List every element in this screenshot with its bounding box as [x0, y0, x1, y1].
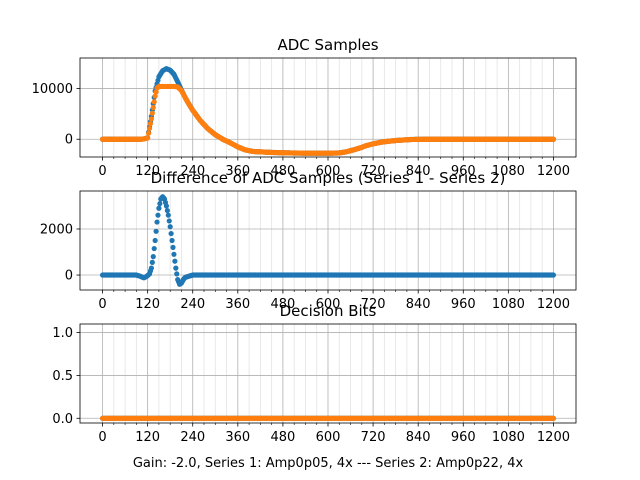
y-tick-label: 1.0 [52, 326, 73, 341]
data-point [171, 251, 177, 257]
x-tick-label: 840 [406, 164, 431, 179]
data-point [153, 89, 159, 95]
series-2 [99, 83, 557, 156]
x-tick-label: 360 [225, 297, 250, 312]
data-point [173, 265, 179, 271]
x-tick-label: 1080 [492, 164, 525, 179]
data-point [153, 228, 159, 234]
x-tick-label: 120 [135, 164, 160, 179]
x-tick-label: 0 [98, 430, 106, 445]
data-point [157, 201, 163, 207]
x-tick-label: 1200 [537, 164, 570, 179]
y-tick-label: 0.5 [52, 369, 73, 384]
x-tick-label: 600 [316, 164, 341, 179]
data-point [165, 212, 171, 218]
x-tick-label: 960 [451, 430, 476, 445]
data-point [152, 237, 158, 244]
data-point [156, 205, 162, 211]
data-point [149, 110, 155, 116]
data-point [550, 272, 557, 278]
data-point [150, 254, 156, 260]
data-point [163, 203, 170, 209]
data-point [172, 258, 178, 264]
x-tick-label: 480 [270, 430, 295, 445]
y-tick-label: 2000 [40, 222, 73, 237]
x-tick-label: 1200 [537, 430, 570, 445]
x-tick-label: 480 [270, 297, 295, 312]
x-tick-label: 0 [98, 164, 106, 179]
subplot-title: Decision Bits [280, 302, 377, 320]
x-tick-label: 360 [225, 164, 250, 179]
series-2 [99, 415, 557, 421]
data-point [164, 207, 170, 214]
data-point [148, 116, 154, 122]
x-tick-label: 480 [270, 164, 295, 179]
data-point [170, 244, 176, 251]
x-tick-label: 720 [361, 164, 386, 179]
data-point [154, 219, 160, 225]
data-point [145, 135, 151, 141]
subplot-1: 0 120 240 360 480 600 720 840 960 1080 1200 0 10000 A… [32, 36, 577, 179]
data-point [168, 230, 174, 237]
x-tick-label: 240 [180, 297, 205, 312]
x-tick-label: 840 [406, 430, 431, 445]
data-point [550, 136, 557, 142]
figure-xlabel: Gain: -2.0, Series 1: Amp0p05, 4x --- Se… [133, 456, 524, 471]
x-tick-label: 360 [225, 430, 250, 445]
data-point [148, 265, 154, 271]
x-tick-label: 120 [135, 430, 160, 445]
y-tick-label: 10000 [32, 82, 73, 97]
x-tick-label: 600 [316, 297, 341, 312]
data-point [550, 415, 557, 421]
y-tick-label: 0.0 [52, 412, 73, 427]
series-1 [99, 194, 557, 287]
subplot-title: ADC Samples [277, 36, 378, 54]
x-tick-label: 720 [361, 297, 386, 312]
x-tick-label: 720 [361, 430, 386, 445]
subplot-title: Difference of ADC Samples (Series 1 - Se… [151, 169, 506, 187]
data-point [151, 99, 157, 105]
y-tick-label: 0 [65, 269, 73, 284]
data-point [150, 104, 156, 111]
data-point [167, 224, 173, 230]
y-tick-label: 0 [65, 133, 73, 148]
x-tick-label: 960 [451, 164, 476, 179]
data-point [166, 218, 172, 224]
data-point [169, 237, 175, 244]
x-tick-label: 840 [406, 297, 431, 312]
x-tick-label: 240 [180, 430, 205, 445]
data-point [145, 130, 152, 136]
x-tick-label: 240 [180, 164, 205, 179]
x-tick-label: 1080 [492, 430, 525, 445]
x-tick-label: 960 [451, 297, 476, 312]
data-point [146, 125, 153, 132]
subplots: 0 120 240 360 480 600 720 840 960 1080 1200010000A… [32, 36, 577, 445]
data-point [155, 212, 161, 218]
data-point [152, 93, 158, 99]
x-tick-label: 1080 [492, 297, 525, 312]
data-point [147, 121, 154, 127]
data-point [149, 259, 155, 265]
x-tick-label: 1200 [537, 297, 570, 312]
x-tick-label: 0 [98, 297, 106, 312]
x-tick-label: 600 [316, 430, 341, 445]
subplot-3: 0 120 240 360 480 600 720 840 960 1080 1200 0.0 0.5 1… [52, 302, 577, 445]
x-tick-label: 120 [135, 297, 160, 312]
data-point [174, 271, 180, 277]
data-point [151, 245, 157, 252]
subplot-2: 0 120 240 360 480 600 720 840 960 1080 1200 0 2000 Di… [40, 169, 577, 312]
